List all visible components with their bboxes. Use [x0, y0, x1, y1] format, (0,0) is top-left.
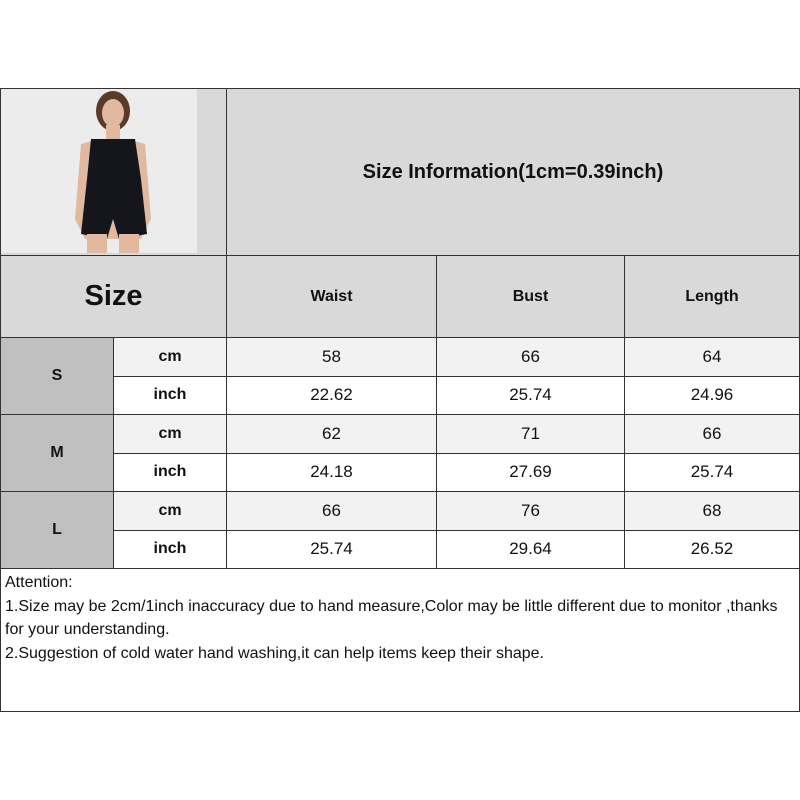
table-cell: 76: [436, 491, 625, 531]
cell-value: 66: [322, 500, 341, 520]
cell-value: 24.96: [690, 385, 734, 405]
table-cell: 22.62: [226, 375, 437, 415]
table-cell: 25.74: [226, 529, 437, 569]
unit-label: cm: [158, 424, 182, 442]
attention-note: 1.Size may be 2cm/1inch inaccuracy due t…: [5, 597, 778, 639]
table-cell: 64: [624, 337, 800, 377]
unit-inch: inch: [113, 375, 227, 415]
cell-value: 58: [322, 346, 341, 366]
table-cell: 25.74: [624, 452, 800, 492]
column-header-length: Length: [624, 255, 800, 338]
table-cell: 27.69: [436, 452, 625, 492]
title-cell: Size Information(1cm=0.39inch): [226, 88, 800, 256]
table-cell: 25.74: [436, 375, 625, 415]
cell-value: 71: [521, 423, 540, 443]
cell-value: 64: [702, 346, 722, 366]
table-cell: 58: [226, 337, 437, 377]
table-cell: 24.96: [624, 375, 800, 415]
cell-value: 76: [521, 500, 540, 520]
cell-value: 68: [702, 500, 722, 520]
column-label: Bust: [512, 287, 549, 305]
cell-value: 29.64: [509, 539, 552, 559]
table-cell: 26.52: [624, 529, 800, 569]
unit-inch: inch: [113, 529, 227, 569]
table-cell: 66: [226, 491, 437, 531]
attention-heading: Attention:: [5, 574, 73, 591]
table-cell: 68: [624, 491, 800, 531]
unit-cm: cm: [113, 414, 227, 454]
column-label: Length: [685, 287, 739, 305]
size-header: Size: [0, 255, 227, 338]
product-photo: [1, 89, 197, 253]
cell-value: 26.52: [690, 539, 734, 559]
cell-value: 66: [702, 423, 722, 443]
cell-value: 25.74: [690, 462, 734, 482]
page-title: Size Information(1cm=0.39inch): [362, 160, 664, 183]
size-label-l: L: [0, 491, 114, 569]
unit-label: cm: [158, 347, 182, 365]
unit-label: inch: [153, 540, 187, 558]
table-cell: 24.18: [226, 452, 437, 492]
column-label: Waist: [310, 287, 353, 305]
attention-note: 2.Suggestion of cold water hand washing,…: [5, 644, 544, 662]
size-label-m: M: [0, 414, 114, 492]
unit-cm: cm: [113, 337, 227, 377]
column-header-bust: Bust: [436, 255, 625, 338]
table-cell: 66: [624, 414, 800, 454]
cell-value: 22.62: [310, 385, 353, 405]
size-label: L: [52, 521, 62, 538]
cell-value: 62: [322, 423, 341, 443]
unit-cm: cm: [113, 491, 227, 531]
cell-value: 66: [521, 346, 540, 366]
table-cell: 71: [436, 414, 625, 454]
unit-label: cm: [158, 501, 182, 519]
attention-notes: Attention: 1.Size may be 2cm/1inch inacc…: [0, 568, 800, 712]
table-cell: 66: [436, 337, 625, 377]
cell-value: 25.74: [310, 539, 353, 559]
unit-label: inch: [153, 463, 187, 481]
cell-value: 27.69: [509, 462, 552, 482]
cell-value: 24.18: [310, 462, 353, 482]
cell-value: 25.74: [509, 385, 552, 405]
size-label-s: S: [0, 337, 114, 415]
unit-label: inch: [153, 386, 187, 404]
unit-inch: inch: [113, 452, 227, 492]
table-cell: 29.64: [436, 529, 625, 569]
size-label: S: [51, 367, 63, 384]
table-cell: 62: [226, 414, 437, 454]
size-header-label: Size: [84, 280, 143, 312]
column-header-waist: Waist: [226, 255, 437, 338]
size-label: M: [50, 444, 64, 461]
